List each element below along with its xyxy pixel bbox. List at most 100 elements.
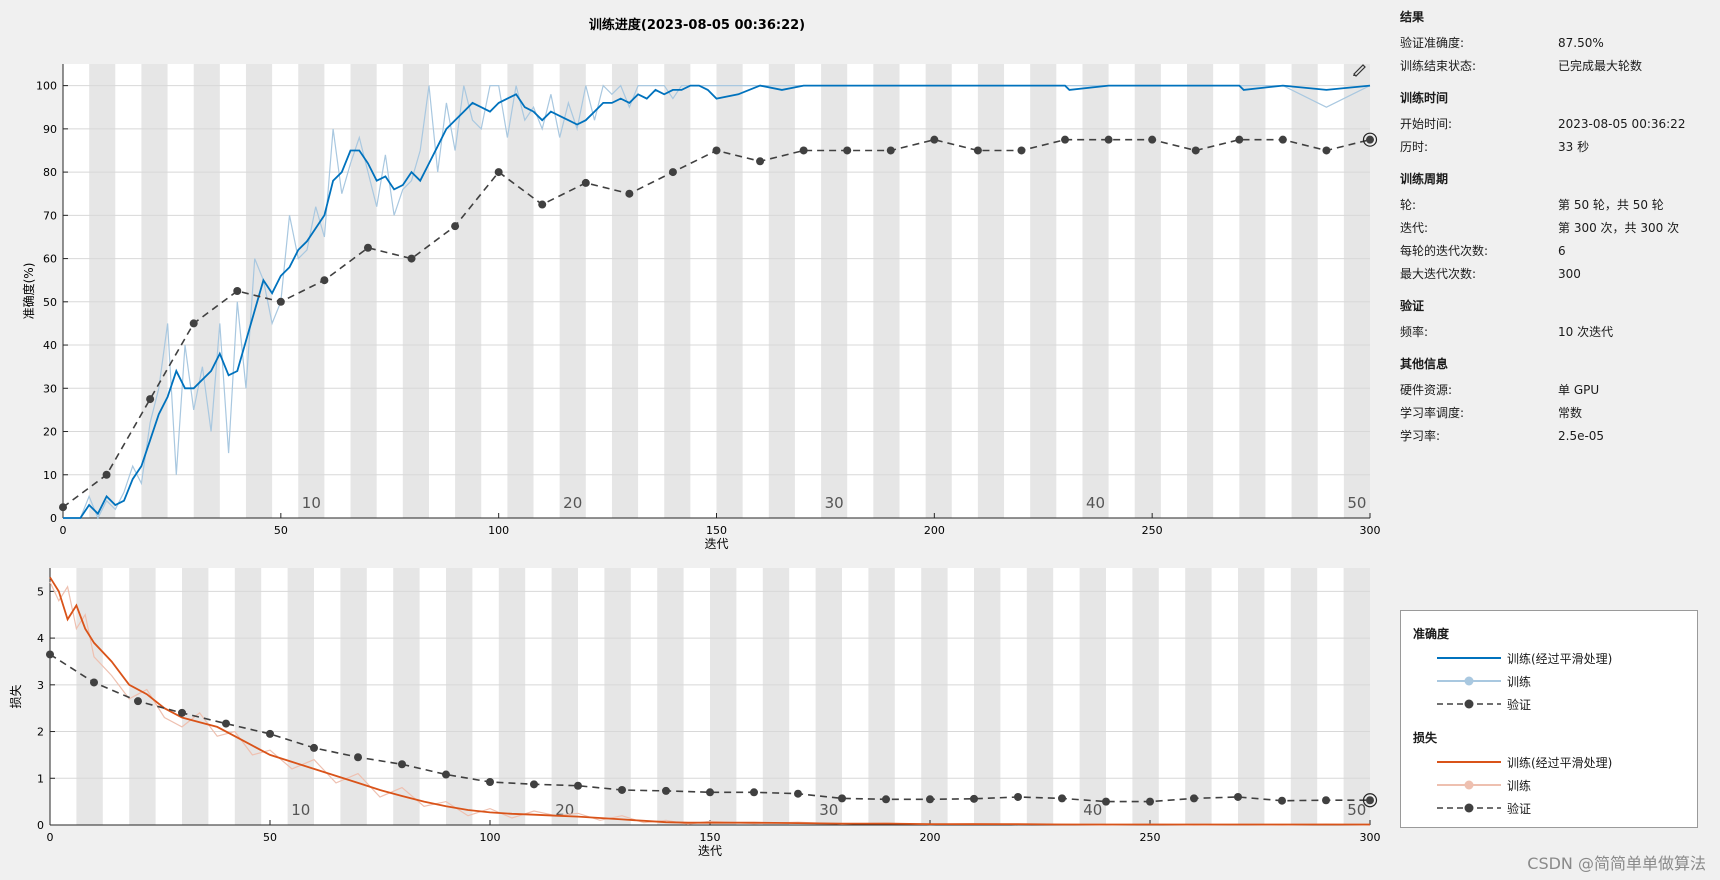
x-axis-label: 迭代 — [698, 844, 722, 858]
epoch-band — [89, 64, 116, 518]
epoch-band — [455, 64, 482, 518]
epoch-band — [1291, 64, 1318, 518]
validation-point — [363, 243, 372, 252]
legend-acc-val-swatch — [1437, 699, 1501, 709]
info-value: 常数 — [1558, 406, 1583, 420]
validation-point — [494, 168, 503, 177]
validation-point — [1234, 792, 1242, 801]
info-key: 学习率调度: — [1400, 406, 1465, 420]
training-progress-charts: 训练进度(2023-08-05 00:36:22) 10 20 30 40 500 50 1… — [8, 17, 1380, 858]
info-row: 频率: 10 次迭代 — [1400, 320, 1710, 343]
validation-point — [354, 753, 362, 762]
info-key: 验证准确度: — [1400, 36, 1465, 50]
series-train-smoothed — [63, 84, 1371, 519]
info-row: 硬件资源: 单 GPU — [1400, 378, 1710, 401]
training-info-panel: 结果 验证准确度: 87.50% 训练结束状态: 已完成最大轮数 训练时间 开始时间: 202… — [1400, 8, 1710, 459]
legend-acc-smooth-label: 训练(经过平滑处理) — [1507, 651, 1613, 666]
validation-point — [1146, 797, 1154, 806]
epoch-label: 30 — [825, 494, 844, 512]
validation-point — [1366, 135, 1374, 144]
validation-point — [843, 146, 852, 155]
loss-plot: 1020304050050100150200250300012345迭代损失最终 — [8, 568, 1380, 858]
x-tick-label: 0 — [47, 831, 54, 844]
info-section: 验证频率: 10 次迭代 — [1400, 297, 1710, 343]
y-tick-label: 1 — [37, 772, 44, 785]
validation-point — [407, 254, 416, 263]
info-section-title: 结果 — [1400, 10, 1425, 24]
info-section: 训练周期 轮: 第 50 轮，共 50 轮迭代: 第 300 次，共 300 次每轮的… — [1400, 170, 1710, 285]
validation-point — [1278, 796, 1286, 805]
info-section-title: 其他信息 — [1400, 357, 1449, 371]
info-row: 训练结束状态: 已完成最大轮数 — [1400, 54, 1710, 77]
validation-point — [930, 135, 939, 144]
info-row: 验证准确度: 87.50% — [1400, 31, 1710, 54]
epoch-band — [977, 64, 1005, 518]
info-key: 硬件资源: — [1400, 383, 1453, 397]
validation-point — [178, 708, 186, 717]
validation-point — [926, 795, 934, 804]
validation-point — [1014, 792, 1022, 801]
validation-point — [146, 395, 155, 404]
epoch-band — [716, 64, 743, 518]
x-tick-label: 50 — [263, 831, 277, 844]
epoch-band — [1082, 64, 1109, 518]
info-key: 学习率: — [1400, 429, 1441, 443]
x-tick-label: 300 — [1360, 831, 1381, 844]
y-tick-label: 80 — [43, 166, 57, 179]
legend-acc-train-swatch — [1437, 676, 1501, 686]
epoch-band — [664, 64, 691, 518]
validation-point — [46, 650, 54, 659]
export-pen-icon[interactable] — [1351, 60, 1369, 78]
y-axis-label: 准确度(%) — [21, 263, 36, 320]
epoch-band — [141, 64, 168, 518]
info-key: 轮: — [1400, 198, 1417, 212]
epoch-band — [921, 568, 948, 825]
info-value: 第 300 次，共 300 次 — [1558, 221, 1680, 235]
epoch-label: 10 — [302, 494, 321, 512]
info-value: 6 — [1558, 243, 1566, 258]
info-row: 迭代: 第 300 次，共 300 次 — [1400, 216, 1710, 239]
validation-point — [530, 780, 538, 789]
y-tick-label: 10 — [43, 469, 57, 482]
epoch-band — [1185, 568, 1212, 825]
info-row: 轮: 第 50 轮，共 50 轮 — [1400, 193, 1710, 216]
info-section-title: 训练时间 — [1400, 91, 1449, 105]
validation-point — [668, 168, 677, 177]
epoch-band — [1343, 568, 1370, 825]
info-value: 2.5e-05 — [1558, 428, 1605, 443]
epoch-band — [611, 64, 639, 518]
info-row: 最大迭代次数: 300 — [1400, 262, 1710, 285]
validation-point — [799, 146, 808, 155]
epoch-band — [193, 64, 220, 518]
validation-point — [1061, 135, 1070, 144]
epoch-label: 40 — [1083, 801, 1102, 819]
info-key: 迭代: — [1400, 221, 1429, 235]
legend-loss-smooth-label: 训练(经过平滑处理) — [1507, 755, 1613, 770]
validation-point — [618, 785, 626, 794]
epoch-band — [551, 568, 578, 825]
epoch-band — [1239, 64, 1266, 518]
validation-point — [756, 157, 765, 166]
epoch-band — [1079, 568, 1106, 825]
y-tick-label: 100 — [36, 80, 57, 93]
legend-loss-smooth-swatch — [1437, 761, 1501, 763]
validation-point — [1191, 146, 1200, 155]
x-tick-label: 150 — [700, 831, 721, 844]
epoch-band — [821, 64, 848, 518]
x-tick-label: 0 — [60, 524, 67, 537]
legend-acc-val-label: 验证 — [1507, 697, 1532, 712]
info-row: 学习率: 2.5e-05 — [1400, 424, 1710, 447]
validation-point — [1104, 135, 1113, 144]
info-value: 2023-08-05 00:36:22 — [1558, 116, 1686, 131]
validation-point — [581, 178, 590, 187]
y-tick-label: 20 — [43, 426, 57, 439]
epoch-band — [446, 568, 473, 825]
validation-point — [838, 794, 846, 803]
epoch-band — [76, 568, 103, 825]
x-tick-label: 100 — [480, 831, 501, 844]
info-section-title: 验证 — [1400, 299, 1425, 313]
info-key: 频率: — [1400, 325, 1429, 339]
legend-loss-train-label: 训练 — [1507, 778, 1532, 793]
validation-point — [222, 719, 230, 728]
legend-acc-val: 验证 — [1437, 695, 1531, 713]
